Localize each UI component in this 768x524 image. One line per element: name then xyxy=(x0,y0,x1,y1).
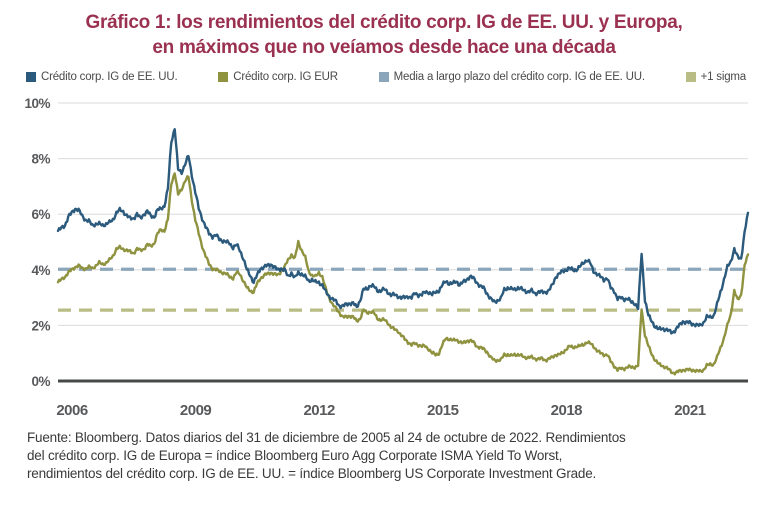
x-axis-label: 2021 xyxy=(674,402,706,419)
y-axis-label: 4% xyxy=(31,263,50,278)
legend-label-sigma: +1 sigma xyxy=(700,71,747,83)
us-series-line xyxy=(56,127,750,335)
legend-label-mean: Media a largo plazo del crédito corp. IG… xyxy=(393,71,645,83)
mean-line-swatch-icon xyxy=(378,72,389,82)
y-axis-label: 10% xyxy=(24,96,50,111)
y-axis-label: 6% xyxy=(31,207,50,222)
us-series-swatch-icon xyxy=(26,72,36,82)
x-axis-label: 2018 xyxy=(551,402,583,419)
chart-legend: Crédito corp. IG de EE. UU. Crédito corp… xyxy=(0,71,768,83)
legend-item-eur: Crédito corp. IG EUR xyxy=(218,71,338,83)
source-note-line1: Fuente: Bloomberg. Datos diarios del 31 … xyxy=(27,430,626,445)
x-axis-label: 2015 xyxy=(427,402,459,419)
y-axis-label: 8% xyxy=(31,152,50,167)
x-axis-label: 2006 xyxy=(56,402,88,419)
y-axis-label: 2% xyxy=(31,318,50,333)
legend-label-eur: Crédito corp. IG EUR xyxy=(233,71,338,83)
source-note-line3: rendimientos del crédito corp. IG de EE.… xyxy=(27,466,597,481)
legend-item-sigma: +1 sigma xyxy=(685,71,747,83)
legend-label-us: Crédito corp. IG de EE. UU. xyxy=(41,71,178,83)
source-note: Fuente: Bloomberg. Datos diarios del 31 … xyxy=(0,429,768,483)
x-axis-label: 2009 xyxy=(180,402,212,419)
eur-series-swatch-icon xyxy=(218,72,229,82)
legend-item-mean: Media a largo plazo del crédito corp. IG… xyxy=(378,71,645,83)
yield-line-chart: 0% 2% 4% 6% 8% 10% 2006 2009 2012 2015 2018 2021 xyxy=(24,96,750,419)
eur-series-line xyxy=(56,172,750,376)
sigma-line-swatch-icon xyxy=(685,72,696,82)
source-note-line2: del crédito corp. IG de Europa = índice … xyxy=(27,448,563,463)
chart-title: Gráfico 1: los rendimientos del crédito … xyxy=(0,0,768,60)
y-axis-label: 0% xyxy=(31,374,50,389)
chart-title-line2: en máximos que no veíamos desde hace una… xyxy=(152,37,616,58)
x-axis-label: 2012 xyxy=(303,402,335,419)
legend-item-us: Crédito corp. IG de EE. UU. xyxy=(26,71,178,83)
chart-title-line1: Gráfico 1: los rendimientos del crédito … xyxy=(85,12,683,33)
